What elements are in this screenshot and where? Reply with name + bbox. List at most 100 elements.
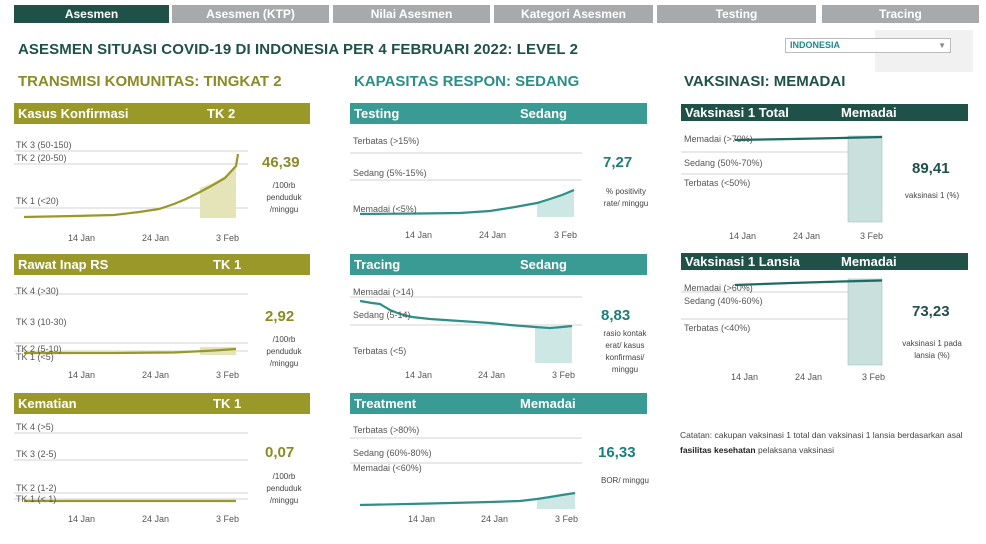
panel-name-treatment: Treatment [354, 396, 417, 411]
unit-kematian-line: /100rb [272, 472, 296, 481]
chart-kematian [14, 432, 248, 503]
level-label-kasus-tk3: TK 3 (50-150) [16, 140, 72, 150]
unit-tracing-line: rasio kontak [603, 329, 647, 338]
x-tick-14jan: 14 Jan [68, 233, 96, 243]
current-week-area-testing [537, 189, 574, 217]
level-label-treatment-memadai: Memadai (<60%) [353, 463, 422, 473]
level-label-rawat-tk3: TK 3 (10-30) [16, 317, 67, 327]
trend-line-vaks-lansia [734, 279, 883, 287]
unit-kematian-line: /minggu [269, 496, 299, 505]
panel-level-vaks-total: Memadai [841, 105, 897, 120]
tab-nilai-asesmen[interactable]: Nilai Asesmen [333, 5, 490, 23]
unit-vaks-total-line: vaksinasi 1 (%) [904, 191, 960, 200]
level-label-kematian-tk1: TK 1 (< 1) [16, 494, 57, 504]
x-tick-24jan: 24 Jan [142, 370, 170, 380]
current-week-area-tracing [535, 326, 572, 363]
value-vaks-total: 89,41 [912, 160, 950, 177]
panel-header-vaks-lansia: Vaksinasi 1 Lansia Memadai [681, 253, 968, 270]
unit-kasus-line: /100rb [272, 181, 296, 190]
current-week-area-kasus [200, 165, 236, 218]
x-tick-3feb: 3 Feb [216, 233, 240, 243]
level-label-kasus-tk1: TK 1 (<20) [16, 196, 59, 206]
x-tick-14jan: 14 Jan [408, 514, 436, 524]
x-tick-14jan: 14 Jan [729, 231, 757, 241]
value-tracing: 8,83 [601, 307, 631, 324]
chart-kasus [14, 150, 248, 219]
unit-treatment: BOR/ minggu [592, 475, 658, 487]
trend-line-treatment [359, 491, 576, 507]
panel-name-testing: Testing [354, 106, 400, 121]
trend-line-tracing [359, 299, 573, 330]
x-tick-24jan: 24 Jan [793, 231, 821, 241]
level-label-vaks-total-sedang: Sedang (50%-70%) [684, 158, 763, 168]
level-label-tracing-memadai: Memadai (>14) [353, 287, 414, 297]
x-tick-14jan: 14 Jan [405, 230, 433, 240]
note-text: Catatan: cakupan vaksinasi 1 total dan v… [680, 430, 963, 440]
tab-asesmen-ktp[interactable]: Asesmen (KTP) [172, 5, 329, 23]
x-tick-14jan: 14 Jan [68, 514, 96, 524]
unit-kematian-line: penduduk [266, 484, 302, 493]
current-week-area-treatment [537, 493, 575, 509]
panel-header-vaks-total: Vaksinasi 1 Total Memadai [681, 104, 968, 121]
value-vaks-lansia: 73,23 [912, 303, 950, 320]
chart-tracing [350, 296, 582, 363]
unit-vaks-total: vaksinasi 1 (%) [896, 190, 968, 202]
note-emphasis: fasilitas kesehatan [680, 445, 756, 455]
section-title-transmisi: TRANSMISI KOMUNITAS: TINGKAT 2 [18, 73, 282, 90]
region-select[interactable]: INDONESIA ▼ [785, 38, 951, 53]
unit-testing: % positivity rate/ minggu [594, 186, 658, 210]
tab-asesmen[interactable]: Asesmen [14, 5, 169, 23]
unit-vaks-lansia-line: lansia (%) [914, 351, 950, 360]
x-tick-3feb: 3 Feb [554, 230, 578, 240]
unit-kasus: /100rb penduduk /minggu [258, 180, 310, 216]
chevron-down-icon: ▼ [938, 41, 946, 50]
chart-testing [350, 152, 582, 217]
tab-testing[interactable]: Testing [657, 5, 816, 23]
unit-tracing: rasio kontak erat/ kasus konfirmasi/ min… [592, 328, 658, 376]
chart-vaks-total [681, 135, 883, 223]
page-title: ASESMEN SITUASI COVID-19 DI INDONESIA PE… [18, 41, 579, 58]
level-label-vaks-total-terbatas: Terbatas (<50%) [684, 178, 751, 188]
level-label-kematian-tk3: TK 3 (2-5) [16, 449, 57, 459]
panel-name-rawat: Rawat Inap RS [18, 257, 109, 272]
chart-rawat [14, 293, 248, 355]
vaccination-note: Catatan: cakupan vaksinasi 1 total dan v… [680, 428, 965, 458]
trend-line-rawat [24, 347, 237, 355]
level-label-tracing-terbatas: Terbatas (<5) [353, 346, 407, 356]
level-label-kematian-tk2: TK 2 (1-2) [16, 483, 57, 493]
level-label-treatment-sedang: Sedang (60%-80%) [353, 448, 432, 458]
tab-kategori-asesmen[interactable]: Kategori Asesmen [494, 5, 653, 23]
unit-kasus-line: /minggu [269, 205, 299, 214]
x-tick-3feb: 3 Feb [552, 370, 576, 380]
x-tick-24jan: 24 Jan [795, 372, 823, 382]
unit-rawat-line: /100rb [272, 335, 296, 344]
panel-header-kematian: Kematian TK 1 [14, 393, 310, 414]
value-testing: 7,27 [603, 154, 633, 171]
chart-vaks-lansia [681, 278, 883, 366]
trend-line-vaks-total [734, 135, 883, 142]
level-label-tracing-sedang: Sedang (5-14) [353, 310, 411, 320]
section-title-vaksinasi: VAKSINASI: MEMADAI [684, 73, 846, 90]
note-text-end: pelaksana vaksinasi [755, 445, 835, 455]
x-tick-24jan: 24 Jan [481, 514, 509, 524]
x-tick-3feb: 3 Feb [216, 514, 240, 524]
panel-name-vaks-lansia: Vaksinasi 1 Lansia [685, 254, 800, 269]
panel-level-testing: Sedang [520, 106, 567, 121]
tab-tracing[interactable]: Tracing [822, 5, 979, 23]
value-kasus: 46,39 [262, 154, 300, 171]
current-week-area-vaks-lansia [847, 278, 883, 366]
panel-level-rawat: TK 1 [213, 257, 242, 272]
unit-testing-line: % positivity [605, 187, 646, 196]
x-tick-3feb: 3 Feb [860, 231, 884, 241]
chart-treatment [350, 437, 582, 509]
unit-kasus-line: penduduk [266, 193, 302, 202]
unit-tracing-line: minggu [611, 365, 639, 374]
x-tick-24jan: 24 Jan [142, 514, 170, 524]
level-label-testing-terbatas: Terbatas (>15%) [353, 136, 420, 146]
panel-header-rawat: Rawat Inap RS TK 1 [14, 254, 310, 275]
x-tick-14jan: 14 Jan [731, 372, 759, 382]
unit-rawat: /100rb penduduk /minggu [258, 334, 310, 370]
unit-vaks-lansia-line: vaksinasi 1 pada [902, 339, 962, 348]
trend-line-testing [359, 188, 575, 216]
x-tick-14jan: 14 Jan [405, 370, 433, 380]
